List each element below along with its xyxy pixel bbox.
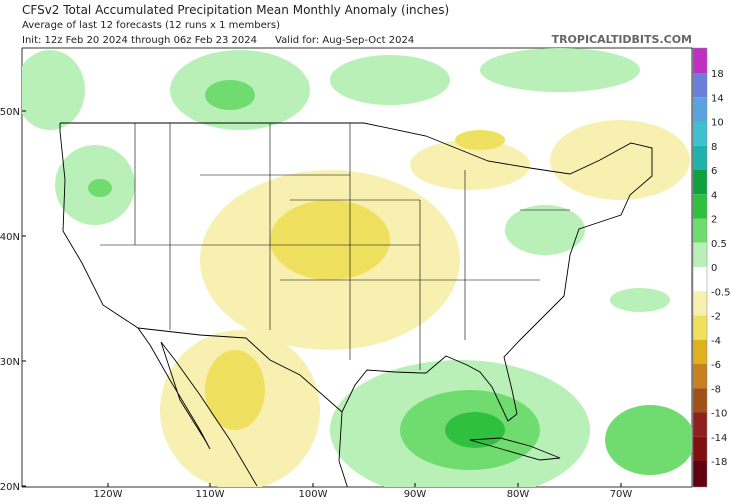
subtitle: Average of last 12 forecasts (12 runs x … bbox=[22, 20, 280, 31]
colorbar-swatch bbox=[693, 218, 707, 243]
lon-label: 110W bbox=[196, 489, 225, 500]
source: TROPICALTIDBITS.COM bbox=[552, 33, 692, 46]
colorbar-swatch bbox=[693, 97, 707, 122]
colorbar-swatch bbox=[693, 412, 707, 437]
lat-label: 40N bbox=[0, 232, 20, 243]
wet-area bbox=[88, 179, 112, 197]
axes: 50N 40N 30N 20N 120W 110W 100W 90W 80W 70W bbox=[0, 107, 632, 500]
colorbar-swatch bbox=[693, 194, 707, 219]
colorbar-swatch bbox=[693, 121, 707, 146]
lat-label: 30N bbox=[0, 357, 20, 368]
colorbar-swatch bbox=[693, 315, 707, 340]
colorbar-label: 18 bbox=[711, 69, 724, 80]
map bbox=[21, 47, 693, 488]
dry-area bbox=[550, 120, 690, 200]
wet-area bbox=[505, 205, 585, 255]
colorbar-swatch bbox=[693, 388, 707, 413]
lat-label: 50N bbox=[0, 107, 20, 118]
lon-label: 90W bbox=[404, 489, 427, 500]
dry-area bbox=[205, 350, 265, 430]
state-lines bbox=[100, 123, 570, 370]
wet-area bbox=[610, 288, 670, 312]
colorbar-swatch bbox=[693, 267, 707, 292]
colorbar-label: -18 bbox=[711, 457, 727, 468]
anomaly-field bbox=[22, 48, 692, 487]
colorbar-label: 14 bbox=[711, 93, 724, 104]
init-time: Init: 12z Feb 20 2024 through 06z Feb 23… bbox=[22, 35, 257, 46]
colorbar-label: -10 bbox=[711, 409, 727, 420]
colorbar-swatch bbox=[693, 291, 707, 316]
colorbar-label: 2 bbox=[711, 215, 717, 226]
colorbar-swatch bbox=[693, 242, 707, 267]
colorbar-swatch bbox=[693, 461, 707, 487]
lat-label: 20N bbox=[0, 482, 20, 493]
wet-area bbox=[330, 55, 450, 105]
wet-area bbox=[22, 50, 85, 130]
colorbar-label: 10 bbox=[711, 118, 724, 129]
colorbar-swatch bbox=[693, 170, 707, 195]
colorbar-label: 0 bbox=[711, 263, 717, 274]
wet-area bbox=[480, 48, 640, 92]
colorbar-label: 8 bbox=[711, 142, 717, 153]
border bbox=[137, 327, 343, 413]
colorbar-label: -4 bbox=[711, 336, 721, 347]
coastline bbox=[60, 122, 653, 487]
dry-area bbox=[455, 130, 505, 150]
colorbar-swatch bbox=[693, 339, 707, 364]
cuba bbox=[469, 437, 561, 461]
title: CFSv2 Total Accumulated Precipitation Me… bbox=[22, 3, 449, 17]
valid-time: Valid for: Aug-Sep-Oct 2024 bbox=[275, 35, 414, 46]
lon-label: 80W bbox=[507, 489, 530, 500]
lon-label: 100W bbox=[299, 489, 328, 500]
colorbar-label: -2 bbox=[711, 312, 721, 323]
colorbar-label: 6 bbox=[711, 166, 717, 177]
colorbar-label: 0.5 bbox=[711, 239, 727, 250]
colorbar-swatch bbox=[693, 364, 707, 389]
colorbar-swatch bbox=[693, 145, 707, 170]
coastline bbox=[59, 123, 258, 487]
colorbar-swatch bbox=[693, 436, 707, 461]
lon-label: 70W bbox=[610, 489, 633, 500]
colorbar-label: -6 bbox=[711, 360, 721, 371]
colorbar-label: -8 bbox=[711, 384, 721, 395]
colorbar-swatch bbox=[693, 48, 707, 73]
wet-area bbox=[205, 80, 255, 110]
colorbar-swatch bbox=[693, 73, 707, 98]
colorbar-label: -14 bbox=[711, 433, 727, 444]
wet-area bbox=[605, 405, 692, 475]
dry-area bbox=[270, 200, 390, 280]
lon-label: 120W bbox=[94, 489, 123, 500]
wet-area bbox=[445, 412, 505, 448]
colorbar-label: 4 bbox=[711, 190, 717, 201]
colorbar: 18 14 10 8 6 4 2 0.5 0 -0.5 -2 -4 -6 -8 -10 -14 -18 bbox=[692, 47, 731, 488]
colorbar-frame bbox=[692, 47, 708, 488]
dry-area bbox=[410, 140, 530, 190]
colorbar-label: -0.5 bbox=[711, 287, 731, 298]
